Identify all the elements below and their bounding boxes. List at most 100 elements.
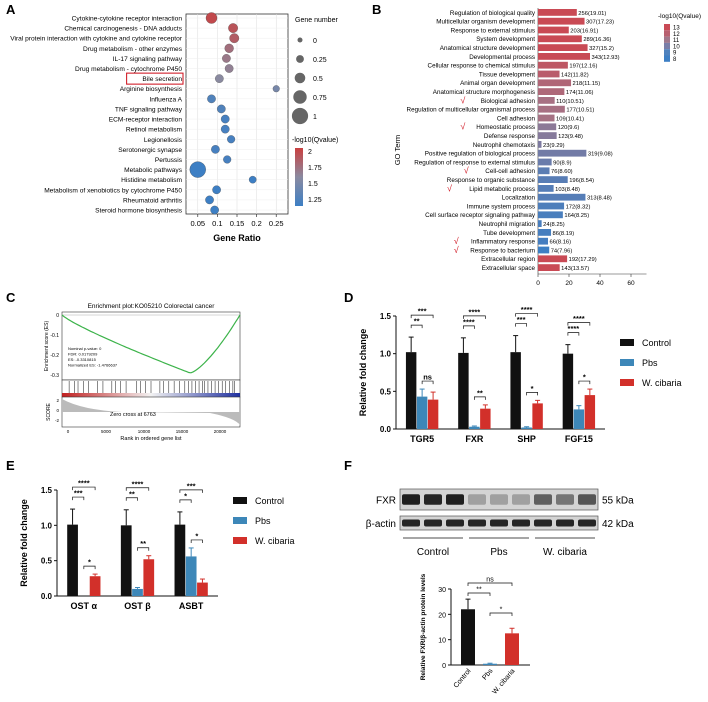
significance-label: ** — [477, 388, 483, 397]
go-bar — [538, 229, 552, 236]
go-bar — [538, 167, 550, 175]
go-term-label: Homeostatic process — [476, 124, 535, 131]
significance-label: ns — [486, 577, 494, 584]
check-mark: √ — [464, 166, 469, 176]
panel-label-f: F — [344, 458, 352, 473]
go-term-label: Anatomical structure morphogenesis — [433, 89, 535, 96]
go-term-label: Immune system process — [467, 203, 535, 210]
y-tick-label: 10 — [438, 638, 446, 645]
go-bar — [538, 17, 585, 25]
check-mark: √ — [447, 183, 452, 193]
score-tick-label: -2 — [55, 418, 59, 423]
go-bar-label: 76(8.60) — [551, 169, 573, 175]
panel-label-a: A — [6, 2, 16, 17]
y-tick-label: 1.0 — [380, 350, 392, 359]
go-term-label: Inflammatory response — [471, 239, 536, 246]
score-tick-label: 2 — [56, 398, 59, 403]
blot-band — [468, 494, 486, 505]
gsea-stat: Normalized ES: -1.4766637 — [68, 363, 118, 368]
significance-bracket — [526, 392, 538, 396]
go-bar-label: 256(19.01) — [578, 11, 606, 17]
significance-bracket — [567, 332, 580, 336]
significance-bracket — [83, 565, 96, 570]
category-label: ASBT — [179, 601, 204, 611]
term-label: Rheumatoid arthritis — [123, 197, 183, 204]
size-legend-dot — [291, 107, 309, 125]
go-bar — [538, 211, 563, 219]
significance-label: ** — [129, 489, 135, 498]
go-term-label: Response to organic substance — [447, 177, 536, 184]
go-bar-label: 86(8.19) — [553, 231, 575, 237]
significance-label: **** — [568, 324, 580, 333]
color-legend-title: -log10(Qvalue) — [292, 137, 338, 144]
size-legend-dot — [294, 72, 306, 84]
y-tick-label: 0.5 — [380, 387, 392, 396]
enrichment-dot — [189, 161, 206, 178]
significance-label: *** — [74, 489, 83, 498]
blot-band — [424, 519, 442, 527]
legend-swatch — [664, 30, 670, 37]
x-tick-label: 0.1 — [212, 219, 222, 228]
significance-bracket — [567, 322, 591, 326]
blot-row-label: FXR — [376, 496, 396, 507]
blot-band — [578, 494, 596, 505]
panel-label-d: D — [344, 290, 353, 305]
bar — [584, 395, 596, 429]
go-term-label: Extracellular region — [481, 256, 535, 263]
enrichment-dot — [215, 74, 224, 83]
enrichment-dot — [207, 94, 216, 104]
go-bar-label: 143(13.57) — [561, 266, 589, 272]
bar — [510, 352, 521, 429]
go-term-label: Tissue development — [479, 71, 535, 78]
go-bar — [538, 176, 568, 183]
bar — [573, 409, 585, 429]
es-y-label: Enrichment score (ES) — [44, 321, 50, 372]
go-bar-label: 172(8.32) — [566, 204, 591, 210]
go-bar — [538, 237, 549, 245]
rank-gradient — [62, 393, 240, 397]
significance-label: * — [531, 384, 534, 393]
rank-x-label: Rank in ordered gene list — [120, 436, 182, 442]
go-bar-label: 103(8.48) — [555, 187, 580, 193]
term-label: Metabolic pathways — [124, 167, 183, 174]
significance-bracket — [515, 313, 538, 317]
legend-label: W. cibaria — [255, 536, 295, 546]
size-legend-dot — [296, 55, 304, 63]
legend-swatch — [620, 359, 634, 366]
term-label: Legionellosis — [144, 137, 183, 144]
panel-a-kegg-dotplot: 0.05 0.1 0.15 0.2 0.25 Gene Ratio Cytokine-cyt… — [10, 12, 338, 243]
term-label: Influenza A — [149, 96, 182, 103]
check-mark: √ — [454, 245, 459, 255]
size-legend-dot — [297, 37, 303, 43]
go-bar-label: 313(8.48) — [587, 196, 612, 202]
term-label: Steroid hormone biosynthesis — [95, 208, 183, 215]
size-legend-label: 0.25 — [313, 57, 327, 64]
bar — [120, 525, 132, 596]
blot-band — [424, 494, 442, 505]
go-term-label: Response to external stimulus — [451, 27, 535, 34]
enrichment-dot — [205, 12, 218, 24]
go-bar — [538, 97, 555, 104]
bar — [469, 426, 480, 429]
rank-tick-label: 15000 — [176, 429, 189, 434]
go-bar-label: 109(10.41) — [556, 116, 584, 122]
panel-c-gsea-plot: Enrichment plot:KO05210 Colorectal cance… — [44, 303, 241, 442]
significance-bracket — [467, 582, 513, 586]
go-bar-label: 192(17.29) — [569, 257, 597, 263]
enrichment-dot — [217, 104, 226, 114]
go-bar-label: 289(16.36) — [583, 37, 611, 43]
go-bar — [538, 44, 588, 51]
go-bar-label: 343(12.93) — [592, 55, 620, 61]
es-tick-label: -0.1 — [50, 333, 59, 339]
enrichment-dot — [222, 54, 231, 63]
go-bar-label: 74(7.96) — [551, 248, 573, 254]
blot-band — [446, 519, 464, 527]
legend-swatch — [664, 24, 670, 31]
go-bar — [538, 105, 565, 113]
y-tick-label: 0.5 — [41, 557, 53, 566]
blot-band — [512, 519, 530, 527]
blot-band — [556, 494, 574, 505]
enrichment-dot — [223, 155, 232, 164]
go-term-label: Neutrophil chemotaxis — [473, 142, 535, 149]
go-term-label: Positive regulation of biological proces… — [425, 151, 535, 158]
